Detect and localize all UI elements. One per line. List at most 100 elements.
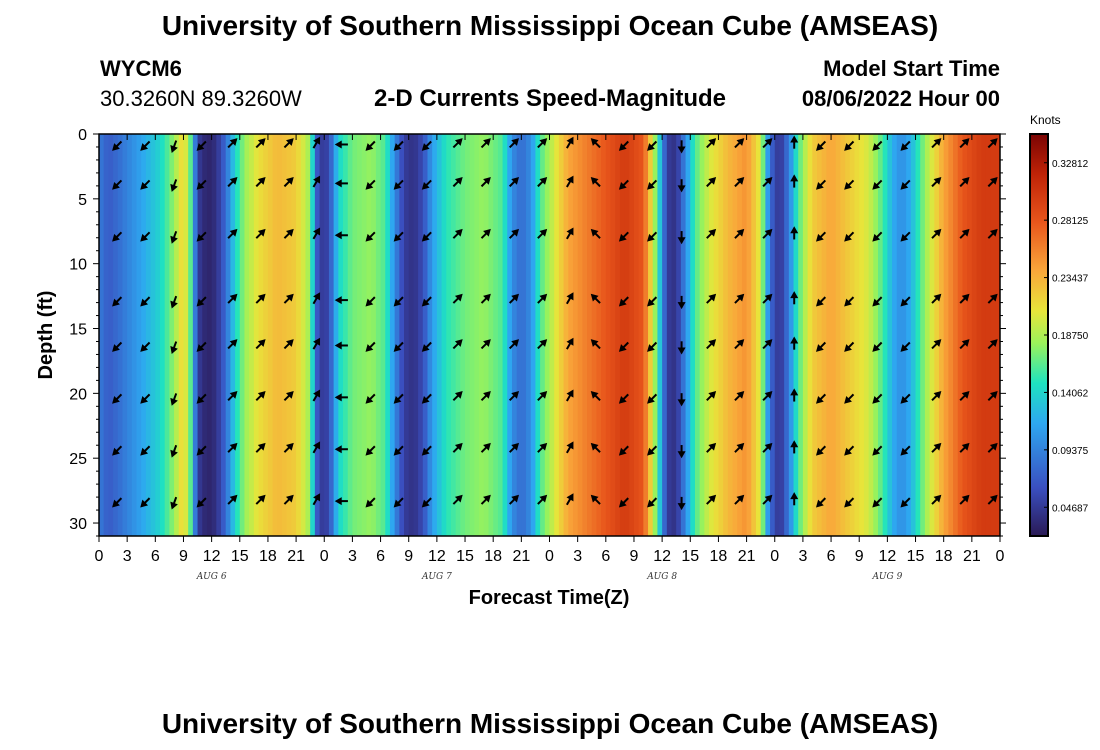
current-arrow [790,336,799,350]
current-arrow [900,231,911,242]
y-tick-label: 15 [69,322,87,339]
heat-cell [296,134,302,536]
current-arrow [900,445,911,456]
current-arrow [312,175,321,188]
heat-cell [347,134,354,536]
heat-cell [483,134,490,536]
current-arrow [959,228,970,239]
heat-cell [216,134,222,536]
heat-cell [206,134,213,536]
heat-cell [300,134,307,536]
current-arrow [931,442,942,453]
current-arrow [816,445,827,456]
heat-cell [380,134,386,536]
heat-cell [474,134,480,536]
y-tick-label: 10 [69,257,87,274]
heat-cell [328,134,335,536]
colorbar-tick-label: 0.23437 [1052,274,1089,285]
heat-cell [188,134,194,536]
current-arrow [677,445,686,459]
current-arrow [706,494,717,505]
current-arrow [706,138,717,149]
colorbar: Knots 0.32812 0.28125 0.23437 0.18750 0.14062… [1029,113,1089,537]
current-arrow [365,231,376,242]
heat-cell [831,134,837,536]
current-arrow [987,339,998,350]
current-arrow [283,293,294,304]
heat-cell [587,134,593,536]
current-arrow [334,497,348,506]
heat-cell [221,134,227,536]
heat-cell [784,134,790,536]
current-arrow [790,388,799,402]
current-arrow [900,393,911,404]
current-arrow [987,293,998,304]
current-arrow [452,494,463,505]
heat-cell [183,134,189,536]
x-tick-label: 3 [798,548,807,565]
heat-cell [530,134,537,536]
current-arrow [508,339,520,350]
heat-cell [807,134,813,536]
heat-cell [460,134,466,536]
heat-cell [882,134,888,536]
heat-cell [638,134,644,536]
heat-cell [690,134,696,536]
current-arrow [140,393,151,404]
current-arrow [590,442,601,453]
current-arrow [393,497,404,508]
current-arrow [196,497,207,508]
current-arrow [196,341,207,352]
x-tick-label: 9 [404,548,413,565]
heat-cell [366,134,372,536]
heat-cell [615,134,621,536]
x-tick-label: 0 [320,548,329,565]
current-arrow [677,295,686,310]
current-arrow [790,492,799,506]
heat-cell [854,134,860,536]
heat-cell [648,134,654,536]
current-arrow [334,445,348,454]
heat-cell [286,134,293,536]
current-arrow [452,138,463,149]
colorbar-tick-label: 0.09375 [1052,446,1089,457]
x-tick-label: 9 [855,548,864,565]
current-arrow [480,138,491,149]
current-arrow [196,140,207,151]
current-arrow [255,138,266,149]
current-arrow [872,296,883,307]
model-start-label: Model Start Time [823,56,1000,81]
heat-cell [357,134,363,536]
heat-cell [502,134,508,536]
heat-cell [291,134,297,536]
current-arrow [590,138,601,149]
current-arrow [987,138,998,149]
current-arrow [227,390,238,402]
heat-cell [892,134,898,536]
current-arrow [283,228,294,239]
heat-cell [596,134,602,536]
x-tick-label: 0 [996,548,1005,565]
heat-cell [770,134,776,536]
current-arrow [421,393,432,404]
current-arrow [706,442,717,453]
heat-cell [418,134,424,536]
current-arrow [816,296,827,307]
current-arrow [196,445,207,456]
current-arrow [255,339,266,350]
current-arrow [734,494,745,505]
current-arrow [140,140,151,151]
station-coordinates: 30.3260N 89.3260W [100,86,302,111]
current-arrow [537,339,548,350]
current-arrow [677,341,686,355]
current-arrow [565,175,574,188]
current-arrow [227,293,238,304]
heat-cell [450,134,457,536]
heat-cell [249,134,255,536]
current-arrow [790,226,799,240]
heat-cell [601,134,607,536]
heat-cell [554,134,560,536]
current-arrow [900,140,911,151]
heat-cell [779,134,785,536]
current-arrow [618,341,629,352]
